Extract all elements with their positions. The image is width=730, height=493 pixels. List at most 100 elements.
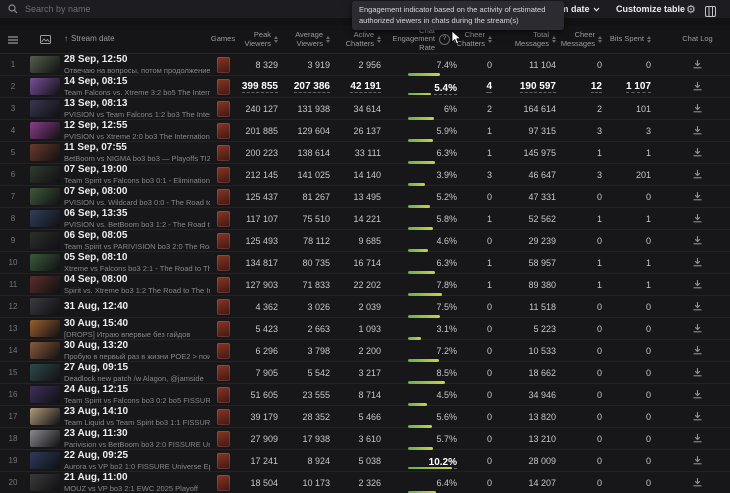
download-chat-log-button[interactable]	[690, 211, 705, 226]
list-view-toggle[interactable]	[0, 35, 26, 44]
game-icon[interactable]	[216, 320, 230, 337]
download-chat-log-button[interactable]	[690, 409, 705, 424]
header-chat-engagement-rate[interactable]: Chat Engagement Rate?	[383, 26, 460, 53]
stream-thumbnail[interactable]	[30, 100, 60, 117]
game-icon[interactable]	[216, 408, 230, 425]
table-row[interactable]: 13 30 Aug, 15:40 [DROPS] Играю впервые без…	[0, 318, 730, 340]
header-cheer-chatters[interactable]: Cheer Chatters	[457, 30, 494, 48]
help-icon[interactable]: ?	[439, 34, 450, 45]
download-chat-log-button[interactable]	[690, 167, 705, 182]
download-chat-log-button[interactable]	[690, 365, 705, 380]
game-icon[interactable]	[216, 232, 230, 249]
table-row[interactable]: 6 07 Sep, 19:00 Team Spirit vs Falcons bo3…	[0, 164, 730, 186]
download-chat-log-button[interactable]	[690, 475, 705, 490]
game-icon[interactable]	[216, 342, 230, 359]
stream-thumbnail[interactable]	[30, 386, 60, 403]
header-active-chatters[interactable]: Active Chatters	[332, 30, 383, 48]
cheer-messages-value: 0	[596, 345, 602, 356]
table-row[interactable]: 10 05 Sep, 08:10 Xtreme vs Falcons bo3 2:1…	[0, 252, 730, 274]
table-row[interactable]: 8 06 Sep, 13:35 PVISION vs. BetBoom bo3 1:…	[0, 208, 730, 230]
game-icon[interactable]	[216, 144, 230, 161]
stream-thumbnail[interactable]	[30, 298, 60, 315]
stream-thumbnail[interactable]	[30, 144, 60, 161]
game-icon[interactable]	[216, 56, 230, 73]
gear-icon[interactable]: ⚙	[686, 3, 696, 16]
total-messages-value: 14 207	[528, 477, 556, 488]
game-icon[interactable]	[216, 430, 230, 447]
stream-thumbnail[interactable]	[30, 408, 60, 425]
table-row[interactable]: 15 27 Aug, 09:15 Deadlock new patch /w Ala…	[0, 362, 730, 384]
download-chat-log-button[interactable]	[690, 79, 705, 94]
download-chat-log-button[interactable]	[690, 57, 705, 72]
table-row[interactable]: 19 22 Aug, 09:25 Aurora vs VP bo2 1:0 FISS…	[0, 450, 730, 472]
download-chat-log-button[interactable]	[690, 299, 705, 314]
stream-thumbnail[interactable]	[30, 232, 60, 249]
header-cheer-messages[interactable]: Cheer Messages	[558, 30, 604, 48]
download-chat-log-button[interactable]	[690, 123, 705, 138]
stream-thumbnail[interactable]	[30, 452, 60, 469]
stream-thumbnail[interactable]	[30, 320, 60, 337]
download-chat-log-button[interactable]	[690, 255, 705, 270]
download-chat-log-button[interactable]	[690, 343, 705, 358]
table-row[interactable]: 3 13 Sep, 08:13 PVISION vs Team Falcons 1:…	[0, 98, 730, 120]
download-chat-log-button[interactable]	[690, 189, 705, 204]
table-row[interactable]: 17 23 Aug, 14:10 Team Liquid vs Team Spiri…	[0, 406, 730, 428]
table-row[interactable]: 18 23 Aug, 11:30 Parivision vs BetBoom bo3…	[0, 428, 730, 450]
stream-thumbnail[interactable]	[30, 430, 60, 447]
table-row[interactable]: 1 28 Sep, 12:50 Отвечаю на вопросы, потом …	[0, 54, 730, 76]
table-row[interactable]: 11 04 Sep, 08:00 Spirit vs. Xtreme bo3 1:2…	[0, 274, 730, 296]
table-row[interactable]: 20 21 Aug, 11:00 MOUZ vs VP bo3 2:1 EWC 20…	[0, 472, 730, 493]
table-row[interactable]: 5 11 Sep, 07:55 BetBoom vs NIGMA bo3 bo3 —…	[0, 142, 730, 164]
stream-thumbnail[interactable]	[30, 342, 60, 359]
game-icon[interactable]	[216, 276, 230, 293]
header-bits-spent[interactable]: Bits Spent	[604, 35, 653, 44]
stream-thumbnail[interactable]	[30, 364, 60, 381]
table-row[interactable]: 12 31 Aug, 12:40 4 362 3 026 2 039 7.5% 0 11 51…	[0, 296, 730, 318]
download-chat-log-button[interactable]	[690, 101, 705, 116]
table-row[interactable]: 16 24 Aug, 12:15 Team Spirit vs Falcons bo…	[0, 384, 730, 406]
game-icon[interactable]	[216, 386, 230, 403]
columns-icon[interactable]	[705, 4, 716, 22]
stream-thumbnail[interactable]	[30, 276, 60, 293]
download-chat-log-button[interactable]	[690, 321, 705, 336]
stream-thumbnail[interactable]	[30, 78, 60, 95]
search-input[interactable]	[23, 3, 327, 15]
stream-thumbnail[interactable]	[30, 166, 60, 183]
download-chat-log-button[interactable]	[690, 387, 705, 402]
stream-thumbnail[interactable]	[30, 254, 60, 271]
table-row[interactable]: 9 06 Sep, 08:05 Team Spirit vs PARIVISION …	[0, 230, 730, 252]
download-chat-log-button[interactable]	[690, 233, 705, 248]
stream-thumbnail[interactable]	[30, 56, 60, 73]
header-stream-date[interactable]: ↑ Stream date	[64, 35, 210, 44]
header-peak-viewers[interactable]: Peak Viewers	[236, 30, 280, 48]
game-icon[interactable]	[216, 254, 230, 271]
download-chat-log-button[interactable]	[690, 277, 705, 292]
game-icon[interactable]	[216, 188, 230, 205]
table-row[interactable]: 7 07 Sep, 08:00 PVISION vs. Wildcard bo3 0…	[0, 186, 730, 208]
stream-thumbnail[interactable]	[30, 188, 60, 205]
table-row[interactable]: 2 14 Sep, 08:15 Team Falcons vs. Xtreme 3:…	[0, 76, 730, 98]
game-icon[interactable]	[216, 210, 230, 227]
stream-thumbnail[interactable]	[30, 474, 60, 491]
game-icon[interactable]	[216, 452, 230, 469]
stream-thumbnail[interactable]	[30, 122, 60, 139]
header-total-messages[interactable]: Total Messages	[494, 30, 558, 48]
table-row[interactable]: 4 12 Sep, 12:55 PVISION vs Xtreme 2:0 bo3 …	[0, 120, 730, 142]
game-icon[interactable]	[216, 122, 230, 139]
game-icon[interactable]	[216, 474, 230, 491]
download-chat-log-button[interactable]	[690, 145, 705, 160]
stream-thumbnail[interactable]	[30, 210, 60, 227]
chat-log-cell	[653, 189, 730, 204]
table-row[interactable]: 14 30 Aug, 13:20 Пробую в первый раз в жиз…	[0, 340, 730, 362]
customize-table-button[interactable]: Customize table	[616, 0, 685, 18]
game-icon[interactable]	[216, 100, 230, 117]
game-icon[interactable]	[216, 78, 230, 95]
peak-viewers-value: 134 817	[245, 257, 278, 268]
game-icon[interactable]	[216, 298, 230, 315]
download-chat-log-button[interactable]	[690, 453, 705, 468]
header-average-viewers[interactable]: Average Viewers	[280, 30, 332, 48]
game-icon[interactable]	[216, 364, 230, 381]
game-icon[interactable]	[216, 166, 230, 183]
download-chat-log-button[interactable]	[690, 431, 705, 446]
thumbnail-view-toggle[interactable]	[26, 35, 64, 44]
